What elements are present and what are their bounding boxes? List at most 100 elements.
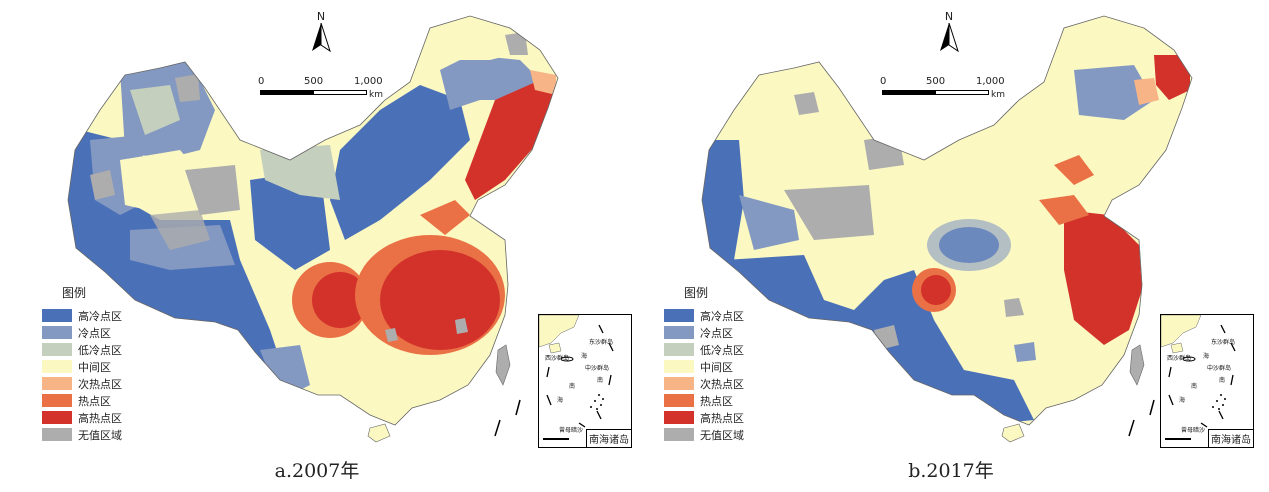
scale-bar: 0 500 1,000 km (258, 76, 383, 110)
legend-label: 低冷点区 (700, 343, 744, 357)
legend-swatch (664, 377, 694, 390)
inset-title: 南海诸岛 (1208, 429, 1253, 447)
north-arrow: N (934, 10, 964, 57)
label-hai-2: 海 (557, 397, 564, 404)
scale-bar-white (935, 90, 989, 95)
caption-2007: a.2007年 (274, 460, 360, 482)
legend-swatch (664, 428, 694, 441)
legend-item: 热点区 (42, 392, 162, 409)
legend-swatch (42, 411, 72, 424)
legend-label: 次热点区 (78, 377, 122, 391)
scale-tick-0: 0 (258, 76, 265, 87)
legend-swatch (664, 394, 694, 407)
label-zengmu: 曾母暗沙 (559, 427, 584, 434)
legend-items: 高冷点区冷点区低冷点区中间区次热点区 热点区高热点区无值区域 (664, 307, 784, 443)
label-hai: 海 (581, 353, 588, 360)
map-panel-2017: N 0 500 1,000 km 图例 高冷点区冷点区低冷点区中间区次热点区 热点… (634, 0, 1268, 492)
china-map-2007 (67, 15, 559, 443)
inset-map (539, 315, 614, 440)
legend-items: 高冷点区冷点区低冷点区中间区次热点区热点区高热点区无值区域 (42, 307, 162, 443)
north-arrow-icon (940, 22, 959, 53)
legend-label: 冷点区 (700, 326, 733, 340)
legend-label: 高冷点区 (78, 309, 122, 323)
legend-label: 中间区 (700, 360, 733, 374)
legend-label: 无值区域 (78, 428, 122, 442)
caption-2017: b.2017年 (908, 460, 994, 482)
legend-item: 中间区 (664, 358, 784, 375)
legend-swatch (42, 377, 72, 390)
legend-swatch (664, 343, 694, 356)
legend-label: 低冷点区 (78, 343, 122, 357)
label-xisha: 西沙群岛 (545, 355, 570, 362)
north-letter: N (316, 10, 326, 23)
legend: 图例 高冷点区冷点区低冷点区中间区次热点区热点区高热点区无值区域 (42, 284, 162, 443)
legend-swatch (664, 309, 694, 322)
north-arrow-icon (312, 22, 331, 53)
legend-item: 冷点区 (664, 324, 784, 341)
label-hai-2: 海 (1179, 397, 1186, 404)
legend-label: 高热点区 (700, 411, 744, 425)
legend-swatch (664, 411, 694, 424)
legend-item: 高冷点区 (42, 307, 162, 324)
label-nan: 南 (597, 377, 604, 384)
legend-item: 无值区域 (42, 426, 162, 443)
legend-item: 低冷点区 (42, 341, 162, 358)
china-map-2017 (701, 15, 1193, 443)
map-panel-2007: N 0 500 1,000 km 图例 高冷点区冷点区低冷点区中间区次热点区热点… (0, 0, 634, 492)
label-nan: 南 (1219, 377, 1226, 384)
scale-bar-white (313, 90, 367, 95)
legend-item: 热点区 (664, 392, 784, 409)
legend-swatch (42, 309, 72, 322)
legend-swatch (42, 428, 72, 441)
scale-bar: 0 500 1,000 km (880, 76, 1005, 110)
legend-item: 中间区 (42, 358, 162, 375)
legend-label: 热点区 (78, 394, 111, 408)
north-letter: N (944, 10, 954, 23)
south-china-sea-inset: 东沙群岛 西沙群岛 海 中沙群岛 南 南 海 曾母暗沙 南海诸岛 (538, 314, 632, 448)
scale-unit: km (369, 90, 383, 100)
legend-item: 冷点区 (42, 324, 162, 341)
legend-title: 图例 (684, 286, 709, 300)
inset-map (1161, 315, 1236, 440)
scale-bar-black (260, 90, 314, 95)
label-zhongsha: 中沙群岛 (1207, 365, 1232, 372)
label-dongsha: 东沙群岛 (589, 339, 614, 346)
legend-item: 高冷点区 (664, 307, 784, 324)
legend-swatch (664, 326, 694, 339)
legend-label: 冷点区 (78, 326, 111, 340)
legend-label: 高冷点区 (700, 309, 744, 323)
scale-unit: km (991, 90, 1005, 100)
legend-title: 图例 (62, 286, 87, 300)
legend-swatch (664, 360, 694, 373)
legend-item: 高热点区 (42, 409, 162, 426)
legend-swatch (42, 394, 72, 407)
scale-bar-black (882, 90, 936, 95)
inset-title: 南海诸岛 (586, 429, 631, 447)
legend: 图例 高冷点区冷点区低冷点区中间区次热点区 热点区高热点区无值区域 (664, 284, 784, 443)
legend-label: 次热点区 (700, 377, 744, 391)
legend-label: 中间区 (78, 360, 111, 374)
legend-label: 高热点区 (78, 411, 122, 425)
scale-tick-1000: 1,000 (354, 76, 383, 87)
label-nan-2: 南 (1191, 383, 1198, 390)
label-nan-2: 南 (569, 383, 576, 390)
legend-swatch (42, 343, 72, 356)
scale-tick-500: 500 (926, 76, 946, 87)
legend-swatch (42, 326, 72, 339)
legend-item: 次热点区 (664, 375, 784, 392)
scale-tick-1000: 1,000 (976, 76, 1005, 87)
south-china-sea-inset: 东沙群岛 西沙群岛 海 中沙群岛 南 南 海 曾母暗沙 南海诸岛 (1160, 314, 1254, 448)
north-arrow: N (306, 10, 336, 57)
scale-tick-500: 500 (304, 76, 324, 87)
label-zengmu: 曾母暗沙 (1181, 427, 1206, 434)
label-xisha: 西沙群岛 (1167, 355, 1192, 362)
legend-item: 无值区域 (664, 426, 784, 443)
label-zhongsha: 中沙群岛 (585, 365, 610, 372)
legend-item: 低冷点区 (664, 341, 784, 358)
legend-label: 无值区域 (700, 428, 744, 442)
legend-swatch (42, 360, 72, 373)
scale-tick-0: 0 (880, 76, 887, 87)
label-dongsha: 东沙群岛 (1211, 339, 1236, 346)
label-hai: 海 (1203, 353, 1210, 360)
legend-item: 高热点区 (664, 409, 784, 426)
